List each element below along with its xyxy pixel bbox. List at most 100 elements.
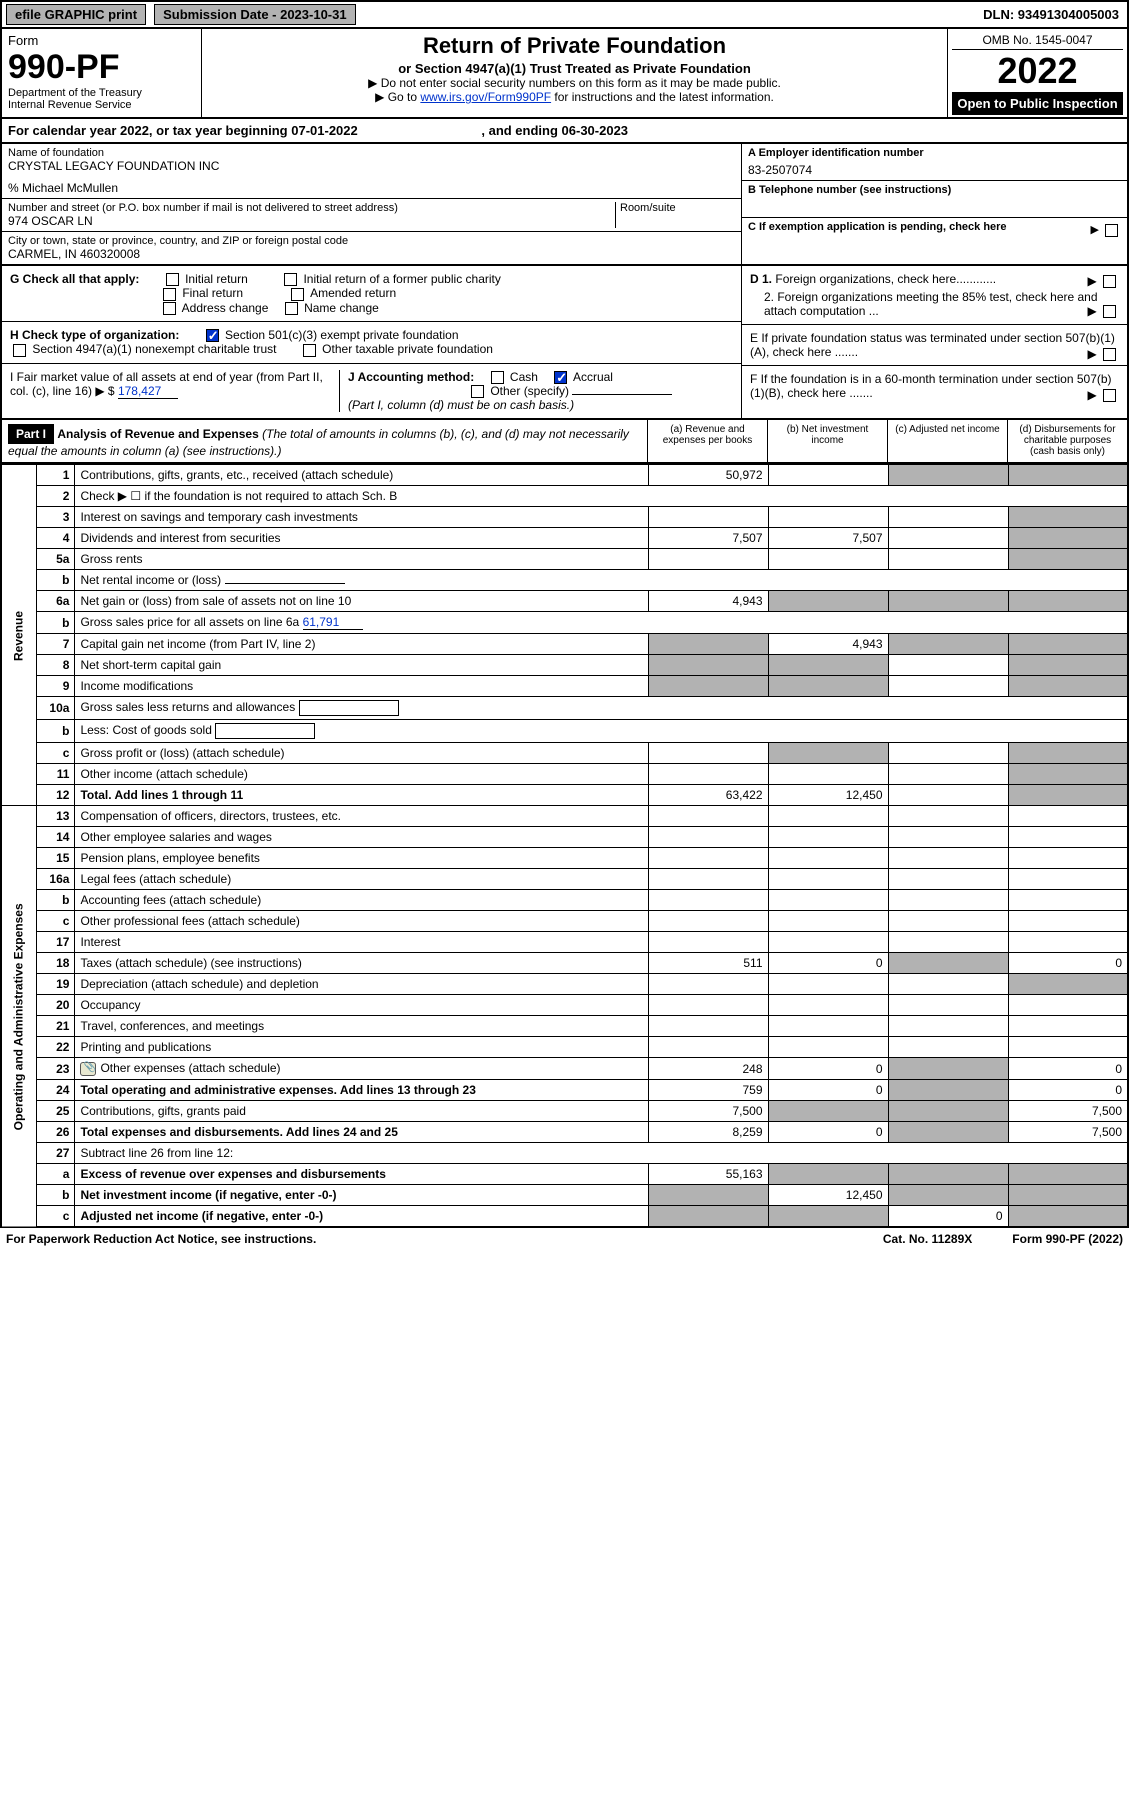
page-footer: For Paperwork Reduction Act Notice, see …: [0, 1228, 1129, 1250]
table-row: 10aGross sales less returns and allowanc…: [1, 697, 1128, 720]
form-word: Form: [8, 33, 195, 48]
cell-c: [888, 785, 1008, 806]
row-label: Income modifications: [75, 676, 648, 697]
j-cash-label: Cash: [510, 370, 538, 384]
g-name-change-checkbox[interactable]: [285, 302, 298, 315]
cell-b: [768, 932, 888, 953]
ij-row: I Fair market value of all assets at end…: [2, 364, 741, 419]
dept-label: Department of the Treasury: [8, 87, 195, 99]
d2-checkbox[interactable]: [1103, 305, 1116, 318]
row-number: c: [37, 1206, 75, 1228]
instructions-link[interactable]: www.irs.gov/Form990PF: [420, 90, 551, 104]
form-note1: ▶ Do not enter social security numbers o…: [208, 76, 941, 90]
city-row: City or town, state or province, country…: [2, 232, 741, 264]
cell-b: 0: [768, 1058, 888, 1080]
row-label: Capital gain net income (from Part IV, l…: [75, 634, 648, 655]
row-label: Interest: [75, 932, 648, 953]
header-center: Return of Private Foundation or Section …: [202, 29, 947, 117]
row-label: Total. Add lines 1 through 11: [75, 785, 648, 806]
cell-b: 4,943: [768, 634, 888, 655]
g-amended-checkbox[interactable]: [291, 288, 304, 301]
ein-label: A Employer identification number: [748, 147, 1121, 159]
table-row: bNet rental income or (loss): [1, 570, 1128, 591]
g-final-return-checkbox[interactable]: [163, 288, 176, 301]
entity-info-block: Name of foundation CRYSTAL LEGACY FOUNDA…: [0, 144, 1129, 266]
efile-print-button[interactable]: efile GRAPHIC print: [6, 4, 146, 25]
h-other-taxable-checkbox[interactable]: [303, 344, 316, 357]
row-number: 9: [37, 676, 75, 697]
col-b-header: (b) Net investment income: [767, 420, 887, 462]
addr-label: Number and street (or P.O. box number if…: [8, 202, 615, 214]
row-label: Taxes (attach schedule) (see instruction…: [75, 953, 648, 974]
cell-c: [888, 528, 1008, 549]
j-cash-checkbox[interactable]: [491, 371, 504, 384]
cell-d: [1008, 528, 1128, 549]
g-former-public-checkbox[interactable]: [284, 273, 297, 286]
cell-b: [768, 1037, 888, 1058]
row-label: Net short-term capital gain: [75, 655, 648, 676]
row-number: 23: [37, 1058, 75, 1080]
table-row: 6aNet gain or (loss) from sale of assets…: [1, 591, 1128, 612]
cell-c: [888, 549, 1008, 570]
table-row: 16aLegal fees (attach schedule): [1, 869, 1128, 890]
cell-d: [1008, 1016, 1128, 1037]
e-checkbox[interactable]: [1103, 348, 1116, 361]
c-checkbox[interactable]: [1105, 224, 1118, 237]
cell-d: [1008, 1164, 1128, 1185]
g-address-change-checkbox[interactable]: [163, 302, 176, 315]
part1-badge: Part I: [8, 424, 54, 444]
row-number: b: [37, 612, 75, 634]
row-number: 3: [37, 507, 75, 528]
cal-mid: , and ending: [481, 123, 561, 138]
cell-a: [648, 1185, 768, 1206]
row-label: Compensation of officers, directors, tru…: [75, 806, 648, 827]
d1-checkbox[interactable]: [1103, 275, 1116, 288]
row-label: Adjusted net income (if negative, enter …: [75, 1206, 648, 1228]
f-checkbox[interactable]: [1103, 389, 1116, 402]
form-ref: Form 990-PF (2022): [1012, 1232, 1123, 1246]
row-label: Gross profit or (loss) (attach schedule): [75, 743, 648, 764]
f-label: F If the foundation is in a 60-month ter…: [750, 372, 1112, 400]
table-row: 2Check ▶ ☐ if the foundation is not requ…: [1, 486, 1128, 507]
cell-d: [1008, 655, 1128, 676]
cell-c: [888, 890, 1008, 911]
cell-d: [1008, 785, 1128, 806]
form-subtitle: or Section 4947(a)(1) Trust Treated as P…: [208, 61, 941, 76]
cell-c: [888, 507, 1008, 528]
city-label: City or town, state or province, country…: [8, 235, 735, 247]
h-501c3-checkbox[interactable]: [206, 329, 219, 342]
table-row: cOther professional fees (attach schedul…: [1, 911, 1128, 932]
attachment-icon[interactable]: [80, 1062, 96, 1076]
row-number: 10a: [37, 697, 75, 720]
cell-a: 63,422: [648, 785, 768, 806]
cell-a: [648, 827, 768, 848]
cell-a: [648, 634, 768, 655]
cell-d: [1008, 764, 1128, 785]
room-suite-label: Room/suite: [615, 202, 735, 228]
row-label: Dividends and interest from securities: [75, 528, 648, 549]
row-number: 25: [37, 1101, 75, 1122]
j-other-checkbox[interactable]: [471, 385, 484, 398]
row-number: 12: [37, 785, 75, 806]
h-opt3: Other taxable private foundation: [322, 342, 493, 356]
table-row: cAdjusted net income (if negative, enter…: [1, 1206, 1128, 1228]
row-number: 6a: [37, 591, 75, 612]
cell-b: [768, 848, 888, 869]
cell-d: [1008, 465, 1128, 486]
row-label: Gross sales price for all assets on line…: [75, 612, 1128, 634]
part1-header: Part I Analysis of Revenue and Expenses …: [0, 420, 1129, 464]
table-row: 20Occupancy: [1, 995, 1128, 1016]
cell-d: [1008, 1185, 1128, 1206]
j-accrual-checkbox[interactable]: [554, 371, 567, 384]
cell-b: 0: [768, 1080, 888, 1101]
g-label: G Check all that apply:: [10, 272, 139, 286]
row-label: Accounting fees (attach schedule): [75, 890, 648, 911]
cell-b: [768, 764, 888, 785]
g-initial-return-checkbox[interactable]: [166, 273, 179, 286]
cell-a: [648, 869, 768, 890]
cell-d: [1008, 995, 1128, 1016]
h-4947-checkbox[interactable]: [13, 344, 26, 357]
form-header: Form 990-PF Department of the Treasury I…: [0, 29, 1129, 119]
street-address: 974 OSCAR LN: [8, 214, 615, 228]
c-row: C If exemption application is pending, c…: [742, 218, 1127, 236]
